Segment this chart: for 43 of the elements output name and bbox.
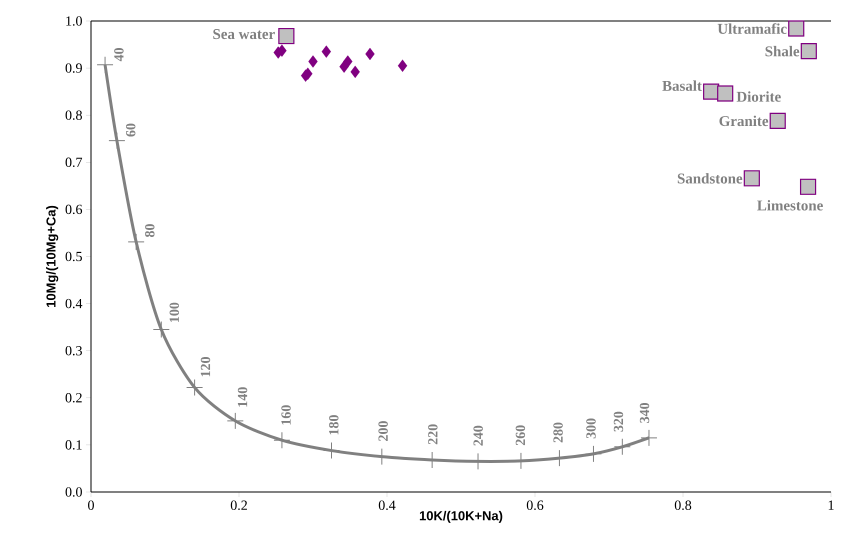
annotation: 340 (640, 402, 650, 423)
x-tick-label: 1 (828, 500, 834, 510)
x-tick-label: 0.6 (526, 500, 544, 510)
y-tick-label: 0.3 (66, 346, 82, 356)
annotation: 60 (126, 124, 136, 137)
x-tick-label: 0 (88, 500, 94, 510)
annotation: 320 (614, 412, 624, 432)
y-tick-label: 1.0 (66, 16, 82, 26)
annotation: 100 (170, 302, 180, 322)
annotation: 200 (378, 421, 388, 441)
y-tick-label: 0.6 (66, 204, 82, 214)
annotation: 120 (200, 357, 210, 376)
y-tick-label: 0.9 (66, 63, 82, 73)
x-axis-title: 10K/(10K+Na) (420, 510, 502, 523)
y-tick-label: 0.2 (66, 393, 82, 403)
x-tick-label: 0.2 (230, 500, 247, 510)
y-tick-label: 0.7 (66, 158, 82, 168)
annotation: 300 (586, 418, 596, 438)
y-tick-label: 0.0 (66, 487, 82, 497)
annotation: 40 (114, 48, 124, 62)
y-axis-title: 10Mg/(10Mg+Ca) (46, 206, 58, 307)
annotation: Shale (766, 46, 800, 56)
annotation: 160 (281, 405, 291, 424)
annotation: Granite (719, 116, 768, 126)
y-tick-label: 0.4 (66, 298, 82, 308)
annotation: 280 (553, 422, 563, 442)
annotation: Diorite (736, 91, 781, 102)
annotation: Limestone (757, 200, 823, 210)
y-tick-label: 0.1 (66, 440, 82, 450)
annotation: 240 (473, 426, 483, 446)
annotation: Sea water (213, 29, 275, 40)
annotation: Sandstone (678, 173, 742, 184)
annotation: 80 (145, 224, 154, 238)
y-tick-label: 0.5 (66, 252, 82, 262)
x-tick-label: 0.4 (378, 500, 396, 510)
y-tick-label: 0.8 (66, 110, 82, 120)
x-tick-label: 0.8 (674, 500, 692, 510)
annotation: Basalt (662, 80, 702, 91)
annotation: 140 (238, 387, 248, 407)
annotation: 180 (329, 415, 338, 434)
annotation: 220 (428, 424, 438, 444)
annotation: Ultramafic (718, 23, 787, 34)
annotation: 260 (516, 425, 526, 446)
